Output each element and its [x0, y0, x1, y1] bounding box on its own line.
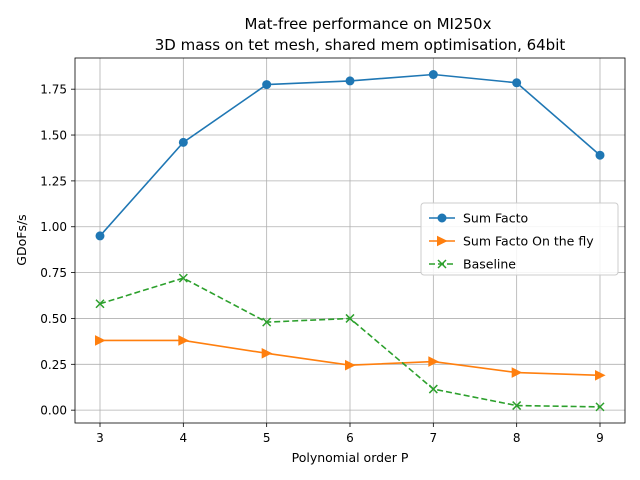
legend-entry-1: Sum Facto On the fly [429, 234, 594, 249]
y-tick-label: 1.75 [40, 83, 67, 97]
x-tick-label: 8 [513, 431, 521, 445]
data-point [261, 347, 273, 359]
data-point [95, 299, 105, 309]
axis-ticks: 3 4 5 6 7 8 9 0.00 0.25 0.50 0.75 1.00 1.25 1.50 1.75 [40, 83, 604, 445]
legend-entry-2: Baseline [429, 257, 516, 272]
data-point [345, 359, 356, 371]
series-0 [95, 70, 605, 241]
legend-label: Baseline [463, 257, 516, 272]
y-axis-label: GDoFs/s [14, 214, 29, 265]
y-tick-label: 0.50 [40, 312, 67, 326]
data-point [262, 80, 272, 90]
x-tick-label: 6 [346, 431, 354, 445]
data-point [512, 401, 522, 411]
data-point [95, 335, 106, 346]
legend-marker [437, 235, 448, 247]
chart-subtitle: 3D mass on tet mesh, shared mem optimisa… [155, 36, 566, 54]
x-axis-label: Polynomial order P [292, 450, 409, 465]
x-tick-label: 7 [430, 431, 438, 445]
y-tick-label: 1.50 [40, 129, 67, 143]
data-point [345, 313, 355, 323]
data-point [428, 356, 439, 367]
data-point [595, 370, 606, 381]
data-point [428, 384, 438, 394]
data-point [178, 273, 188, 283]
data-point [595, 150, 605, 160]
legend-entry-0: Sum Facto [429, 211, 528, 226]
legend-label: Sum Facto On the fly [463, 234, 594, 249]
plot-area-frame [74, 57, 626, 424]
data-point [178, 335, 189, 346]
y-tick-label: 0.75 [40, 266, 67, 280]
data-point [428, 70, 438, 80]
legend: Sum Facto Sum Facto On the fly Baseline [420, 202, 619, 276]
data-point [595, 402, 605, 412]
data-point [345, 76, 355, 86]
legend-marker [437, 213, 447, 223]
plot-series [95, 70, 606, 412]
chart-title: Mat-free performance on MI250x [245, 15, 492, 33]
legend-marker [437, 259, 447, 269]
y-tick-label: 0.25 [40, 358, 67, 372]
y-tick-label: 0.00 [40, 404, 67, 418]
x-tick-label: 3 [96, 431, 104, 445]
data-point [512, 78, 522, 88]
series-2 [95, 273, 605, 412]
data-point [178, 137, 188, 147]
data-point [95, 231, 105, 241]
series-1 [95, 335, 606, 381]
data-point [262, 317, 272, 327]
x-tick-label: 9 [596, 431, 604, 445]
y-tick-label: 1.00 [40, 220, 67, 234]
legend-label: Sum Facto [463, 211, 528, 226]
legend-box [420, 202, 619, 276]
x-tick-label: 4 [180, 431, 188, 445]
y-tick-label: 1.25 [40, 174, 67, 188]
data-point [511, 367, 523, 378]
x-tick-label: 5 [263, 431, 271, 445]
